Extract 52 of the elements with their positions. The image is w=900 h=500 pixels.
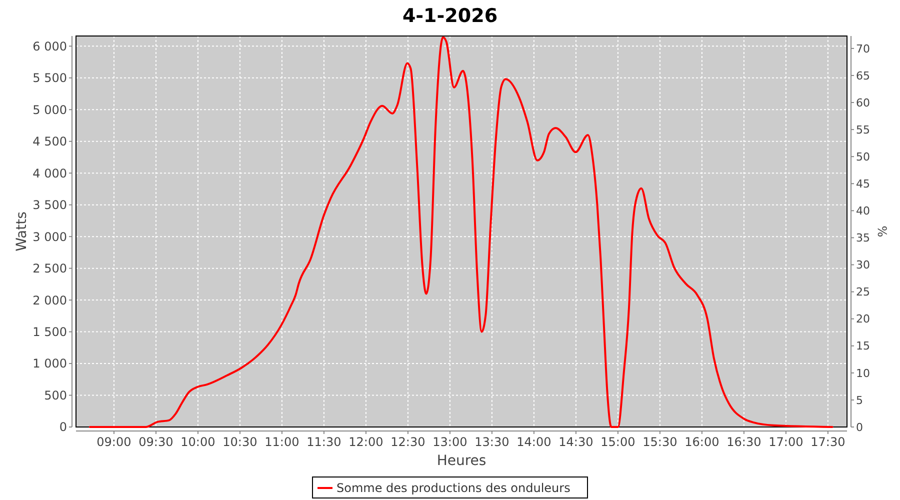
x-tick-label: 15:00: [600, 435, 636, 449]
y2-tick-label: 20: [856, 312, 870, 326]
y2-tick-label: 45: [856, 177, 870, 190]
y2-tick-label: 65: [856, 69, 870, 82]
y-tick-label: 4 500: [32, 134, 67, 149]
x-tick-label: 12:00: [348, 435, 384, 449]
y2-axis-title: %: [875, 226, 889, 238]
y2-tick-label: 50: [856, 150, 870, 164]
x-tick-label: 16:00: [684, 435, 720, 449]
x-tick-label: 14:00: [516, 435, 552, 449]
y2-tick-label: 15: [856, 340, 870, 353]
x-tick-label: 11:30: [306, 435, 342, 449]
y-tick-label: 3 000: [32, 230, 67, 244]
y2-tick-label: 10: [856, 366, 870, 380]
y-tick-label: 6 000: [32, 39, 67, 54]
y2-tick-label: 40: [856, 204, 870, 218]
y2-tick-label: 25: [856, 286, 870, 299]
y2-tick-label: 60: [856, 96, 870, 110]
y2-tick-label: 5: [856, 394, 863, 407]
y-tick-label: 4 000: [32, 166, 67, 180]
x-tick-label: 17:00: [768, 435, 804, 449]
x-tick-label: 13:00: [432, 435, 468, 449]
x-tick-label: 15:30: [642, 435, 678, 449]
x-tick-label: 10:00: [180, 435, 216, 449]
y-axis-title: Watts: [14, 212, 30, 252]
y-tick-label: 2 000: [32, 293, 67, 308]
x-axis-title: Heures: [436, 453, 486, 469]
legend-label: Somme des productions des onduleurs: [336, 481, 570, 496]
x-tick-label: 09:30: [138, 435, 174, 449]
y-tick-label: 500: [44, 388, 67, 402]
y-tick-label: 1 000: [32, 356, 67, 371]
x-tick-label: 10:30: [222, 435, 258, 449]
x-tick-label: 14:30: [558, 435, 594, 449]
y2-tick-label: 30: [856, 258, 870, 272]
x-tick-label: 09:00: [96, 435, 132, 449]
x-tick-label: 16:30: [726, 435, 762, 449]
chart-title: 4-1-2026: [402, 5, 498, 27]
x-tick-label: 13:30: [474, 435, 510, 449]
y2-tick-label: 55: [856, 123, 870, 136]
y-tick-label: 1 500: [32, 324, 67, 339]
line-series: [88, 36, 834, 428]
y-tick-label: 3 500: [32, 198, 67, 212]
y-tick-label: 2 500: [32, 262, 67, 276]
x-tick-label: 11:00: [264, 435, 300, 449]
y2-tick-label: 70: [856, 42, 870, 56]
y2-tick-label: 0: [856, 420, 863, 434]
x-tick-label: 12:30: [390, 435, 426, 449]
y2-tick-label: 35: [856, 232, 870, 245]
x-tick-label: 17:30: [810, 435, 846, 449]
y-tick-label: 5 500: [32, 71, 67, 86]
y-tick-label: 5 000: [32, 102, 67, 117]
y-tick-label: 0: [59, 420, 67, 434]
